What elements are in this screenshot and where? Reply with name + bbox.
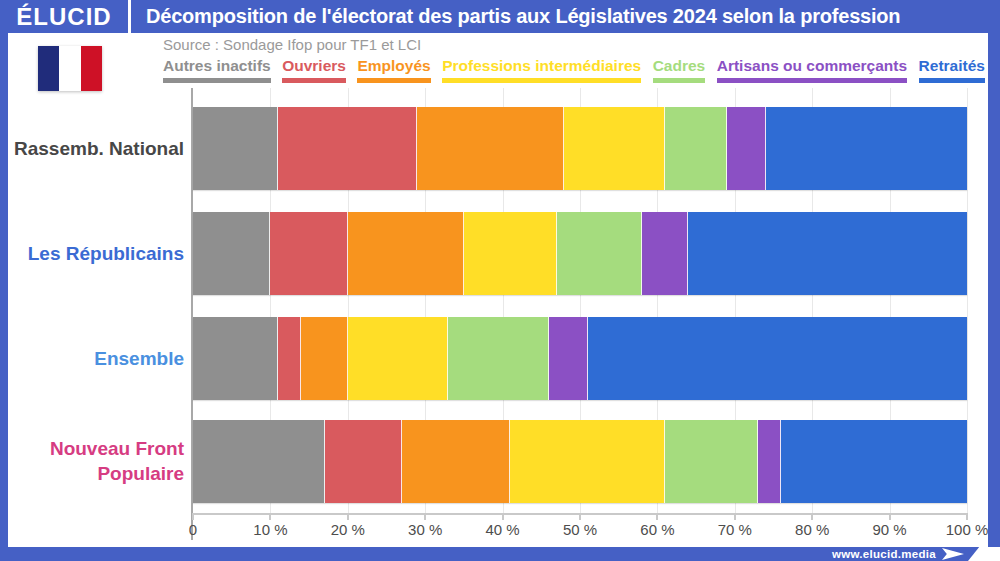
bar-segment-artisans-ou-commer-ants <box>727 107 766 190</box>
legend-label: Autres inactifs <box>163 57 271 75</box>
legend-swatch <box>357 78 430 83</box>
x-tick <box>889 513 891 520</box>
chart-legend: Autres inactifs Ouvriers Employés Professio… <box>163 57 985 83</box>
chart-plot-area <box>193 88 967 513</box>
x-tick-label: 80 % <box>795 521 829 538</box>
bar-segment-retrait-s <box>781 420 967 503</box>
bar-segment-retrait-s <box>766 107 967 190</box>
legend-swatch <box>442 78 641 83</box>
legend-item: Autres inactifs <box>163 57 271 83</box>
frame-right-border <box>988 33 1000 547</box>
legend-label: Employés <box>357 57 430 75</box>
bar-segment-ouvriers <box>270 212 347 295</box>
bar-segment-artisans-ou-commer-ants <box>549 317 588 400</box>
bar-row <box>193 317 967 400</box>
x-tick-label: 10 % <box>253 521 287 538</box>
legend-item: Employés <box>357 57 430 83</box>
bar-row <box>193 420 967 503</box>
x-tick <box>192 513 194 520</box>
bar-segment-autres-inactifs <box>193 317 278 400</box>
flag-stripe-blue <box>38 46 59 91</box>
legend-swatch <box>282 78 346 83</box>
x-tick-label: 60 % <box>640 521 674 538</box>
legend-label: Professions intermédiaires <box>442 57 641 75</box>
elucid-logo: ÉLUCID <box>0 0 128 33</box>
bar-segment-professions-interm-diaires <box>564 107 665 190</box>
bar-segment-autres-inactifs <box>193 420 325 503</box>
x-tick <box>579 513 581 520</box>
legend-item: Retraités <box>919 57 985 83</box>
bar-segment-cadres <box>665 420 758 503</box>
bar-row <box>193 212 967 295</box>
legend-swatch <box>653 78 706 83</box>
infographic-frame: ÉLUCID Décomposition de l'électorat des … <box>0 0 1000 561</box>
legend-label: Ouvriers <box>282 57 346 75</box>
bar-segment-artisans-ou-commer-ants <box>758 420 781 503</box>
bar-segment-cadres <box>557 212 642 295</box>
x-tick-label: 30 % <box>408 521 442 538</box>
x-tick-label: 100 % <box>946 521 989 538</box>
france-flag-icon <box>38 46 102 91</box>
bar-segment-autres-inactifs <box>193 107 278 190</box>
bar-segment-ouvriers <box>278 317 301 400</box>
bar-segment-ouvriers <box>325 420 402 503</box>
x-tick-label: 20 % <box>331 521 365 538</box>
bar-row <box>193 107 967 190</box>
x-tick <box>656 513 658 520</box>
gridline <box>967 88 968 513</box>
header-bar: ÉLUCID Décomposition de l'électorat des … <box>0 0 1000 33</box>
bar-segment-employ-s <box>417 107 564 190</box>
x-tick <box>811 513 813 520</box>
x-tick <box>966 513 968 520</box>
category-label: Les Républicains <box>0 241 190 267</box>
x-tick-label: 40 % <box>485 521 519 538</box>
footer-corner-shape <box>968 547 1000 561</box>
legend-item: Ouvriers <box>282 57 346 83</box>
footer-bar: www.elucid.media <box>0 547 1000 561</box>
bar-segment-professions-interm-diaires <box>464 212 557 295</box>
bar-segment-professions-interm-diaires <box>510 420 665 503</box>
category-label: Ensemble <box>0 346 190 372</box>
legend-item: Professions intermédiaires <box>442 57 641 83</box>
bar-segment-ouvriers <box>278 107 417 190</box>
legend-swatch <box>717 78 907 83</box>
legend-label: Artisans ou commerçants <box>717 57 907 75</box>
bar-segment-artisans-ou-commer-ants <box>642 212 688 295</box>
legend-item: Artisans ou commerçants <box>717 57 907 83</box>
x-tick <box>734 513 736 520</box>
x-tick <box>502 513 504 520</box>
bar-segment-professions-interm-diaires <box>348 317 449 400</box>
bar-segment-employ-s <box>402 420 510 503</box>
x-tick-label: 70 % <box>718 521 752 538</box>
legend-label: Cadres <box>653 57 706 75</box>
bar-segment-retrait-s <box>588 317 967 400</box>
bar-segment-retrait-s <box>688 212 967 295</box>
bar-segment-employ-s <box>348 212 464 295</box>
x-tick <box>347 513 349 520</box>
x-tick <box>424 513 426 520</box>
source-caption: Source : Sondage Ifop pour TF1 et LCI <box>163 36 421 53</box>
bar-segment-employ-s <box>301 317 347 400</box>
legend-swatch <box>163 78 271 83</box>
category-label: Nouveau Front Populaire <box>0 436 190 487</box>
x-tick-label: 50 % <box>563 521 597 538</box>
x-tick-label: 0 <box>189 521 197 538</box>
x-tick <box>269 513 271 520</box>
legend-item: Cadres <box>653 57 706 83</box>
bar-segment-cadres <box>665 107 727 190</box>
legend-label: Retraités <box>919 57 985 75</box>
flag-arrow-icon <box>942 548 964 560</box>
page-title: Décomposition de l'électorat des partis … <box>131 5 1000 28</box>
bar-segment-cadres <box>448 317 549 400</box>
x-tick-label: 90 % <box>872 521 906 538</box>
legend-swatch <box>919 78 985 83</box>
category-label: Rassemb. National <box>0 136 190 162</box>
flag-stripe-red <box>81 46 102 91</box>
site-url[interactable]: www.elucid.media <box>832 548 936 560</box>
bar-segment-autres-inactifs <box>193 212 270 295</box>
flag-stripe-white <box>59 46 80 91</box>
